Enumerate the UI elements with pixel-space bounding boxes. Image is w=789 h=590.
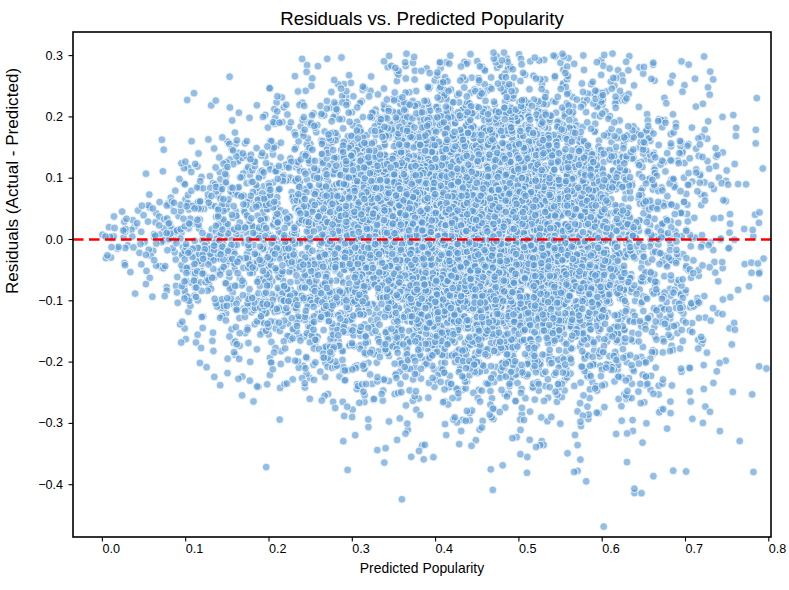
- svg-text:0.1: 0.1: [186, 542, 204, 556]
- svg-text:−0.3: −0.3: [38, 416, 63, 430]
- svg-text:0.1: 0.1: [45, 171, 63, 185]
- svg-text:0.8: 0.8: [769, 542, 787, 556]
- svg-text:−0.4: −0.4: [38, 478, 63, 492]
- svg-text:0.4: 0.4: [436, 542, 454, 556]
- svg-text:0.7: 0.7: [686, 542, 704, 556]
- svg-text:−0.1: −0.1: [38, 294, 63, 308]
- svg-text:0.2: 0.2: [45, 110, 63, 124]
- svg-text:−0.2: −0.2: [38, 355, 63, 369]
- svg-text:0.5: 0.5: [519, 542, 537, 556]
- svg-text:0.0: 0.0: [45, 233, 63, 247]
- svg-text:0.6: 0.6: [602, 542, 620, 556]
- svg-text:0.3: 0.3: [352, 542, 370, 556]
- svg-text:0.0: 0.0: [102, 542, 120, 556]
- svg-text:0.3: 0.3: [45, 49, 63, 63]
- svg-text:0.2: 0.2: [269, 542, 287, 556]
